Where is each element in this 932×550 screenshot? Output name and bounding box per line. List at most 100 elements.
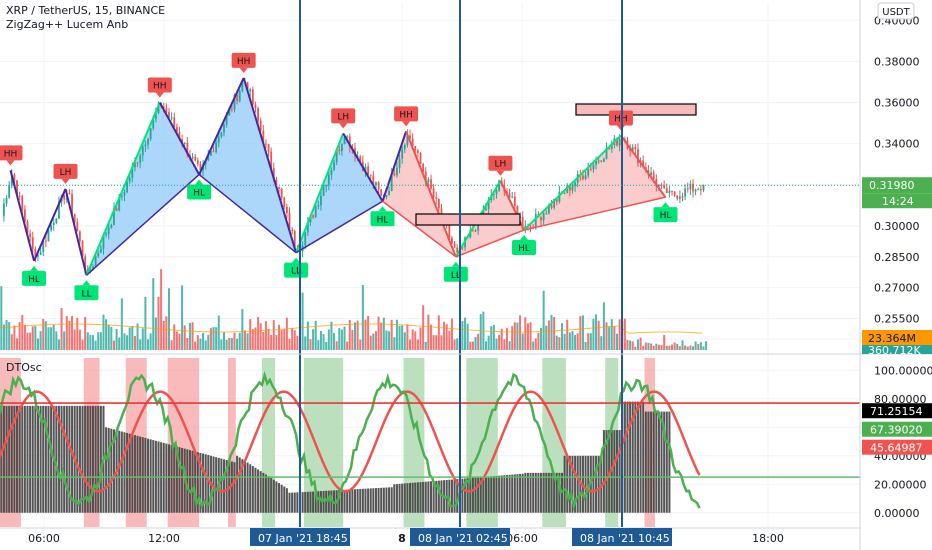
volume-bar [301, 292, 304, 350]
osc-histogram-bar [50, 405, 53, 513]
candle-body [658, 184, 660, 186]
volume-bar [540, 327, 543, 350]
volume-bar [403, 332, 406, 350]
candle-body [492, 194, 495, 196]
osc-histogram-bar [623, 401, 626, 513]
candle-body [325, 185, 328, 187]
volume-bar [272, 320, 275, 350]
candle-body [13, 174, 16, 181]
osc-main-line [0, 370, 701, 512]
osc-histogram-bar [141, 437, 144, 513]
currency-button[interactable] [877, 2, 915, 20]
candle-body [168, 112, 170, 118]
candle-body [79, 231, 81, 241]
candle-body [170, 117, 173, 119]
osc-histogram-bar [120, 431, 123, 513]
volume-bar [264, 321, 267, 350]
candle-body [99, 248, 102, 253]
volume-bar [505, 328, 508, 350]
volume-bar [225, 339, 228, 350]
zigzag-segment-4 [158, 102, 200, 176]
candle-body [97, 252, 100, 257]
pivot-label-text-4: HH [153, 82, 167, 92]
osc-histogram-bar [584, 455, 587, 513]
osc-histogram-bar [36, 405, 39, 513]
candle-body [194, 156, 197, 161]
volume-bar [170, 340, 173, 350]
volume-bar [576, 333, 579, 350]
pivot-label-text-5: HL [193, 189, 205, 199]
candle-body [582, 175, 584, 179]
countdown-badge [862, 193, 932, 209]
osc-histogram-bar [5, 405, 8, 513]
osc-histogram-bar [571, 455, 574, 513]
candle-body [610, 145, 613, 149]
candle-body [424, 171, 427, 183]
pivot-label-text-7: LL [291, 267, 301, 277]
volume-bar [230, 337, 233, 350]
osc-histogram-bar [202, 453, 205, 513]
candle-body [84, 256, 87, 269]
osc-histogram-bar [97, 405, 100, 513]
osc-histogram-bar [495, 475, 498, 513]
osc-histogram-bar [126, 432, 129, 513]
volume-bar [419, 327, 422, 350]
candle-body [689, 183, 692, 190]
candle-body [147, 138, 149, 145]
volume-bar [123, 333, 126, 350]
candle-body [34, 248, 37, 257]
candle-body [605, 147, 608, 159]
candle-body [39, 252, 42, 255]
osc-histogram-bar [325, 490, 328, 513]
volume-bar [57, 339, 60, 350]
volume-bar [605, 322, 608, 350]
volume-bar [209, 328, 212, 350]
osc-histogram-bar [516, 474, 519, 513]
osc-tick-label-5: 0.00000 [874, 507, 920, 520]
volume-bar [592, 318, 595, 350]
volume-bar [157, 296, 160, 350]
volume-bar [296, 335, 299, 350]
volume-bar [94, 340, 97, 350]
candle-body [52, 222, 55, 226]
osc-histogram-bar [547, 472, 550, 513]
osc-histogram-bar [471, 477, 474, 513]
volume-bar [147, 339, 150, 350]
price-tick-label-5: 0.30000 [874, 220, 920, 233]
volume-bar [23, 324, 26, 350]
candle-body [236, 94, 239, 102]
volume-bar [26, 332, 29, 350]
volume-bar [613, 326, 616, 350]
osc-histogram-bar [107, 427, 110, 513]
pivot-label-box-11 [443, 266, 468, 282]
osc-histogram-bar [212, 456, 215, 513]
volume-bar [380, 322, 383, 350]
osc-histogram-bar [351, 489, 354, 513]
osc-histogram-bar [644, 411, 647, 513]
osc-histogram-bar [550, 472, 553, 513]
zigzag-segment-5 [198, 77, 245, 175]
volume-bar [602, 302, 605, 350]
pivot-label-box-7 [284, 262, 309, 278]
osc-histogram-bar [453, 479, 456, 513]
volume-bar [361, 284, 364, 350]
osc-histogram-bar [147, 438, 150, 513]
volume-bar [532, 341, 535, 350]
pivot-label-pointer-8 [339, 123, 348, 129]
pivot-label-pointer-6 [239, 67, 248, 73]
zigzag-fill-5 [524, 135, 666, 231]
volume-bar [340, 329, 343, 350]
time-label-time-0: 18:45 [316, 532, 348, 545]
volume-bar [427, 314, 430, 350]
volume-bar [608, 326, 611, 350]
volume-bar [534, 338, 537, 350]
volume-bar [107, 324, 110, 350]
osc-histogram-bar [403, 483, 406, 513]
candle-body [699, 189, 702, 191]
volume-bar [616, 333, 619, 350]
candle-body [634, 147, 637, 150]
osc-histogram-bar [540, 472, 543, 513]
pivot-label-pointer-11 [451, 261, 460, 267]
volume-bar [519, 315, 522, 350]
